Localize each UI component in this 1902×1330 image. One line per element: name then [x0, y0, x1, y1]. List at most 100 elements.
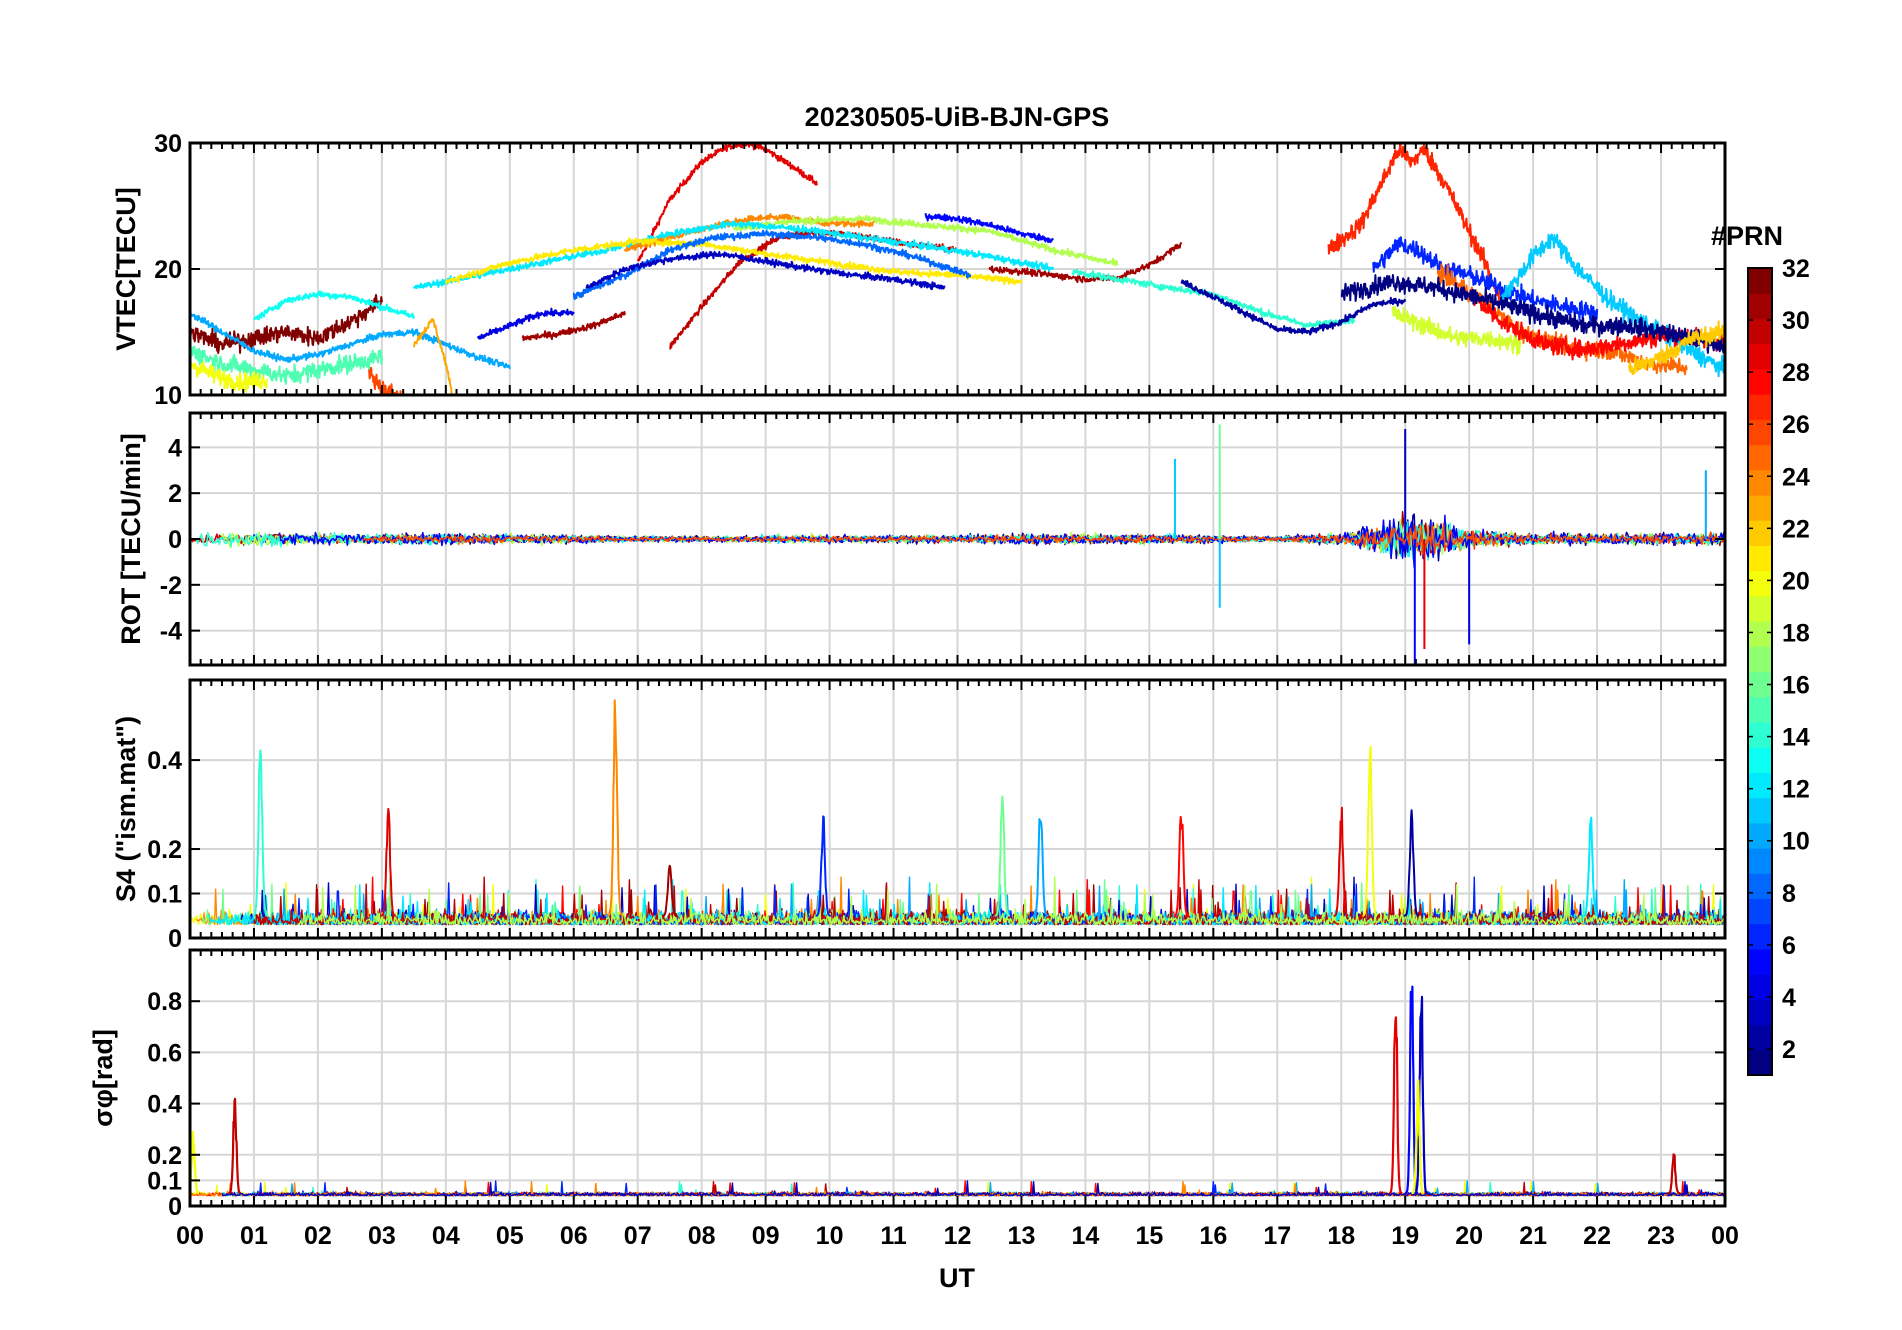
vtec-trace-prn-29 [636, 143, 818, 262]
x-tick-label: 00 [1711, 1222, 1739, 1250]
colorbar-cell [1748, 923, 1772, 950]
sigma-peak-prn-30 [227, 1097, 242, 1195]
s4-panel: 0 0.1 0.2 0.4 S4 ("ism.mat") [111, 678, 1727, 953]
colorbar-cell [1748, 822, 1772, 849]
vtec-trace-prn-10 [190, 310, 511, 370]
colorbar-cell [1748, 494, 1772, 521]
colorbar-tick-label: 18 [1782, 619, 1810, 647]
colorbar-tick-label: 28 [1782, 359, 1810, 387]
colorbar-cell [1748, 595, 1772, 622]
rot-trace-prn-26 [362, 522, 1725, 555]
colorbar-cell [1748, 469, 1772, 496]
s4-peak-prn-20 [1362, 745, 1378, 917]
y-tick-label: -2 [160, 572, 182, 600]
x-tick-label: 00 [176, 1222, 204, 1250]
sigma-peak-prn-20 [1411, 1079, 1425, 1195]
vtec-trace-prn-31 [521, 311, 626, 342]
colorbar-tick-label: 26 [1782, 411, 1810, 439]
rot-ylabel: ROT [TECU/min] [116, 433, 146, 644]
colorbar-tick-label: 14 [1782, 724, 1810, 752]
y-tick-label: 0.4 [147, 747, 182, 775]
sigma-peak-prn-30 [1666, 1153, 1681, 1195]
colorbar-title: #PRN [1711, 221, 1783, 251]
vtec-trace-prn-11 [1500, 233, 1725, 378]
s4-peak-prn-31 [661, 864, 678, 917]
x-tick-labels: 00 01 02 03 04 05 06 07 08 09 10 11 12 13 14 15 16 17 18 19… [176, 1222, 1739, 1250]
y-tick-label: 0.1 [147, 881, 182, 909]
colorbar-tick-label: 4 [1782, 984, 1796, 1012]
y-tick-label: 0.2 [147, 1142, 182, 1170]
s4-peak-prn-16 [994, 795, 1011, 917]
colorbar-cell [1748, 974, 1772, 1000]
figure-title: 20230505-UiB-BJN-GPS [805, 102, 1110, 132]
colorbar-cell [1748, 999, 1772, 1026]
colorbar-cell [1748, 1024, 1772, 1051]
s4-peak-prn-24 [607, 699, 624, 917]
y-tick-label: 0.1 [147, 1167, 182, 1195]
x-tick-label: 08 [688, 1222, 716, 1250]
colorbar-cell [1748, 570, 1772, 597]
s4-peak-prn-6 [815, 815, 832, 917]
vtec-trace-prn-23 [412, 318, 454, 395]
y-tick-label: 0 [168, 925, 182, 953]
colorbar-cell [1748, 721, 1772, 748]
colorbar-tick-label: 12 [1782, 776, 1810, 804]
colorbar-cell [1748, 318, 1772, 345]
rot-panel: -4 -2 0 2 4 ROT [TECU/min] [116, 411, 1727, 667]
x-tick-label: 07 [624, 1222, 652, 1250]
vtec-trace-prn-1 [1340, 274, 1725, 354]
colorbar-cell [1748, 293, 1772, 320]
colorbar-cell [1748, 696, 1772, 723]
vtec-trace-prn-20 [190, 361, 268, 393]
colorbar-tick-label: 30 [1782, 307, 1810, 335]
colorbar-tick-label: 2 [1782, 1036, 1796, 1064]
x-tick-label: 06 [560, 1222, 588, 1250]
colorbar-cell [1748, 898, 1772, 925]
vtec-panel: 10 20 30 VTEC[TECU] [111, 130, 1727, 410]
y-tick-label: 0.8 [147, 988, 182, 1016]
sigma-peak-prn-3 [1414, 995, 1429, 1195]
vtec-trace-prn-15 [190, 345, 383, 385]
colorbar-cell [1748, 419, 1772, 446]
colorbar-cell [1748, 1049, 1772, 1076]
colorbar-tick-label: 32 [1782, 255, 1810, 283]
vtec-trace-prn-27 [1327, 143, 1503, 304]
s4-peak-prn-14 [252, 749, 269, 917]
axes-frame [188, 948, 1727, 1208]
colorbar-tick-label: 8 [1782, 880, 1796, 908]
vtec-trace-prn-18 [732, 214, 1119, 267]
y-tick-label: -4 [160, 618, 182, 646]
sigma-trace-prn-3 [221, 1180, 1725, 1197]
s4-peak-prn-10 [1032, 818, 1049, 917]
x-tick-label: 19 [1391, 1222, 1419, 1250]
sigma-phi-panel: 00.10.2 0.4 0.6 0.8 σφ[rad] [88, 948, 1727, 1221]
x-tick-label: 13 [1008, 1222, 1036, 1250]
colorbar-cell [1748, 520, 1772, 547]
vtec-trace-prn-22 [1628, 320, 1725, 376]
y-tick-label: 0.6 [147, 1039, 182, 1067]
y-tick-label: 0.4 [147, 1091, 182, 1119]
s4-ylabel: S4 ("ism.mat") [111, 716, 141, 902]
colorbar-cell [1748, 747, 1772, 773]
colorbar-tick-label: 24 [1782, 463, 1810, 491]
colorbar-cell [1748, 545, 1772, 572]
vtec-trace-prn-6 [1372, 236, 1599, 322]
vtec-trace-prn-26 [368, 366, 402, 395]
x-tick-label: 02 [304, 1222, 332, 1250]
colorbar-tick-label: 20 [1782, 567, 1810, 595]
colorbar-cell [1748, 268, 1772, 294]
vtec-trace-prn-21 [444, 237, 1023, 286]
colorbar-cell [1748, 444, 1772, 471]
x-tick-label: 04 [432, 1222, 460, 1250]
vtec-trace-prn-13 [253, 290, 415, 321]
x-tick-label: 18 [1327, 1222, 1355, 1250]
x-tick-label: 21 [1519, 1222, 1547, 1250]
y-tick-label: 2 [168, 480, 182, 508]
x-tick-label: 15 [1135, 1222, 1163, 1250]
colorbar-cell [1748, 948, 1772, 975]
sigma-phi-ylabel: σφ[rad] [88, 1029, 118, 1127]
x-tick-label: 23 [1647, 1222, 1675, 1250]
colorbar-tick-label: 16 [1782, 672, 1810, 700]
x-axis-label: UT [939, 1263, 975, 1293]
